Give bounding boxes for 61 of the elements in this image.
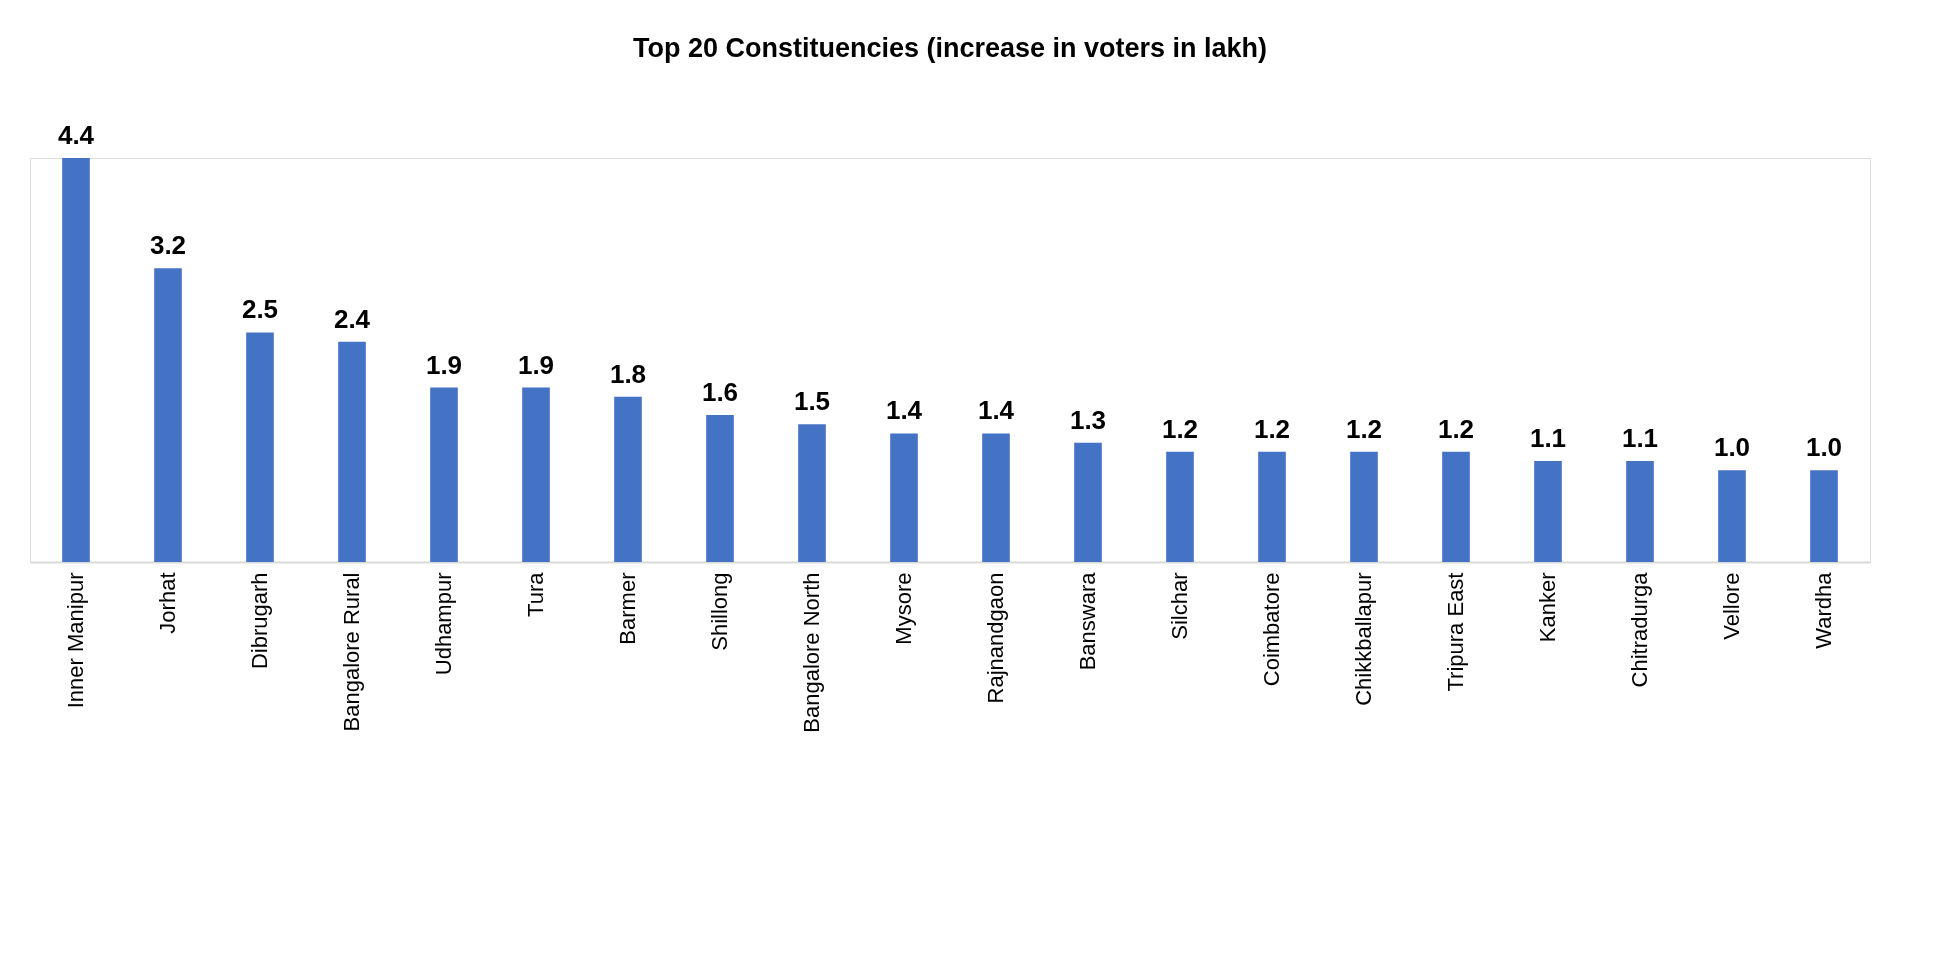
x-tick-label: Silchar <box>1167 572 1192 640</box>
data-label: 1.4 <box>977 395 1015 426</box>
x-tick-label: Dibrugarh <box>247 572 272 670</box>
bar <box>1350 451 1378 562</box>
bar <box>1442 451 1470 562</box>
data-label: 1.1 <box>1621 423 1659 453</box>
x-tick-label: Banswara <box>1075 571 1100 671</box>
x-tick-label: Chikkballapur <box>1351 572 1376 706</box>
bar <box>982 433 1010 562</box>
x-tick-label: Inner Manipur <box>63 572 88 709</box>
bar <box>1626 461 1654 562</box>
bar <box>1810 470 1838 562</box>
bar <box>1534 461 1562 562</box>
bar <box>246 332 274 562</box>
data-label: 1.9 <box>517 349 555 380</box>
bar <box>62 158 90 562</box>
data-label: 1.2 <box>1161 413 1199 444</box>
x-tick-label: Coimbatore <box>1259 572 1284 687</box>
bar <box>430 387 458 562</box>
data-label: 1.6 <box>701 377 739 408</box>
data-label: 1.9 <box>425 349 463 380</box>
x-tick-label: Chitradurga <box>1627 571 1652 688</box>
x-tick-label: Jorhat <box>155 572 180 634</box>
data-label: 2.5 <box>241 294 279 325</box>
bar <box>338 341 366 562</box>
x-tick-label: Bangalore North <box>799 572 824 733</box>
bar <box>154 268 182 562</box>
data-label: 1.1 <box>1529 423 1567 453</box>
data-label: 1.0 <box>1713 432 1751 463</box>
x-tick-label: Udhampur <box>431 572 456 676</box>
data-label: 4.4 <box>57 120 95 150</box>
data-label: 1.2 <box>1345 413 1383 444</box>
bar <box>1166 451 1194 562</box>
x-tick-label: Tura <box>523 571 548 617</box>
bar <box>798 424 826 562</box>
x-tick-label: Kanker <box>1535 572 1560 643</box>
data-label: 1.0 <box>1805 432 1843 463</box>
bar <box>706 415 734 562</box>
x-tick-label: Shillong <box>707 572 732 651</box>
bar <box>890 433 918 562</box>
bar <box>1074 442 1102 562</box>
data-label: 1.8 <box>609 358 647 389</box>
x-tick-label: Mysore <box>891 572 916 645</box>
data-label: 1.5 <box>793 386 831 417</box>
data-label: 1.3 <box>1069 404 1107 435</box>
bar <box>614 396 642 562</box>
chart-title: Top 20 Constituencies (increase in voters in lakh) <box>632 33 1268 63</box>
data-label: 1.2 <box>1437 413 1475 444</box>
bar <box>1718 470 1746 562</box>
x-tick-label: Bangalore Rural <box>339 572 364 732</box>
x-tick-label: Rajnandgaon <box>983 572 1008 704</box>
bar <box>1258 451 1286 562</box>
bar <box>522 387 550 562</box>
data-label: 3.2 <box>149 230 187 261</box>
data-label: 2.4 <box>333 303 371 334</box>
x-tick-label: Vellore <box>1719 572 1744 640</box>
x-tick-label: Tripura East <box>1443 572 1468 692</box>
data-label: 1.4 <box>885 395 923 426</box>
x-tick-label: Wardha <box>1811 571 1836 649</box>
data-label: 1.2 <box>1253 413 1291 444</box>
x-tick-label: Barmer <box>615 572 640 645</box>
